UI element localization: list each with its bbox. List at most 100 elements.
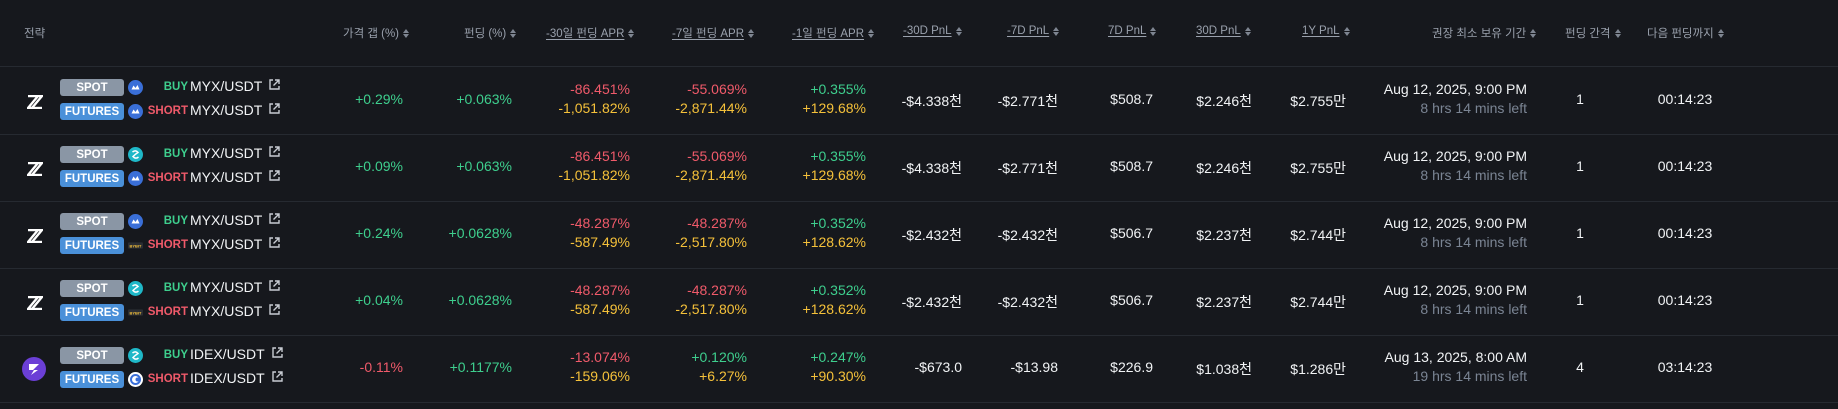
header-pnl-minus-7d[interactable]: -7D PnL — [1007, 25, 1060, 37]
header-next-funding[interactable]: 다음 펀딩까지 — [1647, 25, 1724, 41]
spot-pair-link[interactable]: MYX/USDT — [190, 78, 281, 94]
price-gap-value: +0.24% — [355, 225, 403, 241]
pair-label: IDEX/USDT — [190, 370, 265, 386]
external-link-icon[interactable] — [271, 370, 284, 386]
pair-label: MYX/USDT — [190, 303, 263, 319]
header-funding[interactable]: 펀딩 (%) — [464, 25, 517, 41]
x-logo-icon — [24, 225, 46, 247]
x-logo-icon — [24, 292, 46, 314]
spot-badge: SPOT — [60, 347, 124, 364]
apr-7d-annualized: -2,871.44% — [675, 167, 747, 183]
futures-pair-link[interactable]: IDEX/USDT — [190, 370, 284, 386]
apr-1d-annualized: +129.68% — [802, 100, 866, 116]
table-row[interactable]: SPOT BUY IDEX/USDT FUTURES SHORT IDEX/US… — [0, 335, 1838, 403]
short-label: SHORT — [147, 105, 188, 117]
hold-time-left: 8 hrs 14 mins left — [1420, 167, 1527, 183]
funding-interval-value: 1 — [1576, 158, 1584, 174]
spot-pair-link[interactable]: MYX/USDT — [190, 279, 281, 295]
hold-until-date: Aug 12, 2025, 9:00 PM — [1383, 215, 1527, 231]
next-funding-countdown: 00:14:23 — [1657, 91, 1713, 107]
futures-pair-link[interactable]: MYX/USDT — [190, 169, 281, 185]
x-logo-icon — [24, 91, 46, 113]
sort-icon — [955, 26, 962, 36]
funding-value: +0.0628% — [448, 292, 512, 308]
table-row[interactable]: SPOT BUY MYX/USDT FUTURES BYBIT SHORT MY… — [0, 201, 1838, 269]
header-pnl-30d[interactable]: 30D PnL — [1196, 25, 1251, 37]
futures-badge: FUTURES — [60, 103, 124, 120]
pnl-30d-value: $2.237천 — [1196, 227, 1252, 243]
hold-time-left: 8 hrs 14 mins left — [1420, 301, 1527, 317]
external-link-icon[interactable] — [268, 279, 281, 295]
header-pnl-minus-30d[interactable]: -30D PnL — [903, 25, 962, 37]
buy-label: BUY — [163, 215, 188, 227]
short-label: SHORT — [147, 306, 188, 318]
apr-1d-annualized: +128.62% — [802, 234, 866, 250]
futures-pair-link[interactable]: MYX/USDT — [190, 236, 281, 252]
buy-label: BUY — [163, 349, 188, 361]
sort-icon — [1530, 28, 1537, 38]
external-link-icon[interactable] — [268, 303, 281, 319]
sort-icon — [1150, 26, 1157, 36]
spot-pair-link[interactable]: IDEX/USDT — [190, 346, 284, 362]
apr-7d-annualized: -2,517.80% — [675, 301, 747, 317]
pnl-1y-value: $1.286만 — [1290, 361, 1346, 377]
funding-interval-value: 4 — [1576, 359, 1584, 375]
external-link-icon[interactable] — [268, 236, 281, 252]
header-apr-30d[interactable]: -30일 펀딩 APR — [546, 25, 635, 41]
external-link-icon[interactable] — [268, 212, 281, 228]
external-link-icon[interactable] — [268, 145, 281, 161]
table-row[interactable]: SPOT BUY MYX/USDT FUTURES SHORT MYX/USDT… — [0, 134, 1838, 202]
header-pnl-1y[interactable]: 1Y PnL — [1302, 25, 1350, 37]
funding-value: +0.063% — [456, 91, 512, 107]
futures-pair-link[interactable]: MYX/USDT — [190, 102, 281, 118]
idex-logo-icon — [22, 357, 46, 381]
price-gap-value: +0.04% — [355, 292, 403, 308]
spot-pair-link[interactable]: MYX/USDT — [190, 145, 281, 161]
apr-7d-value: +0.120% — [691, 349, 747, 365]
pnl-minus-30d-value: -$673.0 — [914, 359, 962, 375]
futures-pair-link[interactable]: MYX/USDT — [190, 303, 281, 319]
hold-until-date: Aug 12, 2025, 9:00 PM — [1383, 282, 1527, 298]
external-link-icon[interactable] — [271, 346, 284, 362]
pnl-30d-value: $2.246천 — [1196, 93, 1252, 109]
spot-pair-link[interactable]: MYX/USDT — [190, 212, 281, 228]
funding-interval-value: 1 — [1576, 292, 1584, 308]
svg-text:BYBIT: BYBIT — [130, 310, 142, 315]
pnl-7d-value: $508.7 — [1110, 91, 1153, 107]
spot-badge: SPOT — [60, 280, 124, 297]
spot-badge: SPOT — [60, 79, 124, 96]
sort-icon — [1343, 26, 1350, 36]
apr-30d-annualized: -1,051.82% — [558, 167, 630, 183]
header-min-hold-period[interactable]: 권장 최소 보유 기간 — [1432, 25, 1537, 41]
pnl-minus-7d-value: -$2.432천 — [997, 227, 1058, 243]
circle-exchange-icon — [128, 372, 143, 387]
apr-30d-annualized: -587.49% — [570, 301, 630, 317]
header-apr-1d[interactable]: -1일 펀딩 APR — [792, 25, 875, 41]
header-apr-7d[interactable]: -7일 펀딩 APR — [672, 25, 755, 41]
apr-1d-value: +0.355% — [810, 81, 866, 97]
pnl-1y-value: $2.744만 — [1290, 294, 1346, 310]
apr-30d-value: -48.287% — [570, 215, 630, 231]
apr-7d-value: -48.287% — [687, 282, 747, 298]
pnl-minus-30d-value: -$4.338천 — [901, 93, 962, 109]
table-row[interactable]: SPOT BUY MYX/USDT FUTURES BYBIT SHORT MY… — [0, 268, 1838, 336]
short-label: SHORT — [147, 172, 188, 184]
table-header: 전략 가격 갭 (%) 펀딩 (%) -30일 펀딩 APR -7일 펀딩 AP… — [0, 0, 1838, 67]
sort-icon — [1244, 26, 1251, 36]
table-row[interactable]: SPOT BUY MYX/USDT FUTURES SHORT MYX/USDT… — [0, 67, 1838, 135]
external-link-icon[interactable] — [268, 78, 281, 94]
pnl-minus-7d-value: -$2.432천 — [997, 294, 1058, 310]
apr-30d-value: -13.074% — [570, 349, 630, 365]
header-price-gap[interactable]: 가격 갭 (%) — [343, 25, 410, 41]
pnl-7d-value: $506.7 — [1110, 225, 1153, 241]
spot-badge: SPOT — [60, 213, 124, 230]
header-pnl-7d[interactable]: 7D PnL — [1108, 25, 1157, 37]
external-link-icon[interactable] — [268, 169, 281, 185]
swirl-exchange-icon — [128, 348, 143, 363]
futures-badge: FUTURES — [60, 371, 124, 388]
pair-label: MYX/USDT — [190, 78, 263, 94]
bybit-exchange-icon: BYBIT — [128, 305, 143, 320]
header-funding-interval[interactable]: 펀딩 간격 — [1565, 25, 1621, 41]
external-link-icon[interactable] — [268, 102, 281, 118]
